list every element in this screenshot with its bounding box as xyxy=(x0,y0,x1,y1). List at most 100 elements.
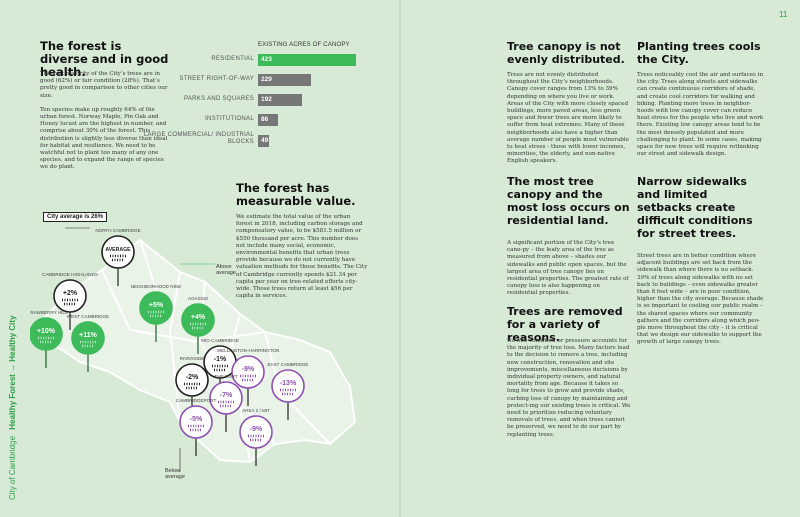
neighborhood-name: MID-CAMBRIDGE xyxy=(201,338,239,343)
tree-crown xyxy=(239,415,273,449)
tree-texture xyxy=(148,310,164,318)
neighborhood-value: +11% xyxy=(79,332,97,339)
paragraph: Trees noticeably cool the air and surfac… xyxy=(637,72,764,158)
neighborhood-name: NORTH CAMBRIDGE xyxy=(95,228,140,233)
neighborhood-name: NEIGHBORHOOD NINE xyxy=(131,284,182,289)
bar-row-1: STREET RIGHT-OF-WAY 229 xyxy=(176,74,376,88)
tree-texture xyxy=(248,434,264,442)
paragraph: Trees are not evenly distributed through… xyxy=(507,72,629,165)
bar-row-2: PARKS AND SQUARES 192 xyxy=(176,94,376,108)
neighborhood-value: -9% xyxy=(242,366,255,373)
paragraph: No one condition or pressure accounts fo… xyxy=(507,338,631,438)
tree-texture xyxy=(110,254,126,262)
tree-removal-heading: Trees are removed for a variety of reaso… xyxy=(507,305,623,344)
side-label-theme: Healthy Forest → Healthy City xyxy=(8,315,17,430)
bar-category-label: PARKS AND SQUARES xyxy=(183,96,254,102)
page-number: 11 xyxy=(779,10,788,19)
residential-loss-heading: The most tree canopy and the most loss o… xyxy=(507,175,630,227)
bar-category-label: INSTITUTIONAL xyxy=(205,116,254,122)
bar-value-label: 423 xyxy=(261,56,272,63)
cooling-text: Trees noticeably cool the air and surfac… xyxy=(637,72,765,165)
neighborhood-tree: +2% CAMBRIDGE HIGHLANDS xyxy=(42,272,98,330)
tree-crown xyxy=(181,303,215,337)
neighborhood-value: +5% xyxy=(149,302,164,309)
neighborhood-value: -2% xyxy=(186,374,199,381)
residential-loss-text: A significant portion of the City’s tree… xyxy=(507,240,631,305)
street-trees-heading: Narrow sidewalks and limited setbacks cr… xyxy=(637,175,753,240)
neighborhood-name: RIVERSIDE xyxy=(180,356,205,361)
neighborhood-value: -7% xyxy=(220,392,233,399)
tree-texture xyxy=(80,340,96,348)
side-label: City of Cambridge Healthy Forest → Healt… xyxy=(8,315,17,500)
bar: 229 xyxy=(258,74,312,86)
below-average-label: Below average xyxy=(165,468,185,480)
bar-value-label: 49 xyxy=(261,137,269,144)
neighborhood-value: AVERAGE xyxy=(105,247,131,253)
bar-row-0: RESIDENTIAL 423 xyxy=(176,54,376,68)
bar: 49 xyxy=(258,135,270,147)
forest-diverse-heading: The forest is diverse and in good health… xyxy=(40,39,169,79)
bar-category-label: LARGE COMMERCIAL/ INDUSTRIAL BLOCKS xyxy=(143,132,254,145)
neighborhood-tree: +4% AGASSIZ xyxy=(181,296,215,354)
neighborhood-value: +4% xyxy=(191,314,206,321)
neighborhood-name: THE PORT xyxy=(214,374,237,379)
side-label-city: City of Cambridge xyxy=(8,435,17,500)
tree-texture xyxy=(240,374,256,382)
neighborhood-value: -1% xyxy=(214,356,227,363)
bar-value-label: 229 xyxy=(261,76,272,83)
neighborhood-value: -9% xyxy=(250,426,263,433)
measurable-value-heading: The forest has measurable value. xyxy=(236,181,356,208)
above-average-label: Above average xyxy=(216,264,236,276)
bar-value-label: 86 xyxy=(261,116,269,123)
neighborhood-value: +10% xyxy=(37,328,56,335)
forest-diverse-text: The vast majority of the City’s trees ar… xyxy=(40,71,172,179)
tree-texture xyxy=(190,322,206,330)
page-gutter xyxy=(399,0,401,517)
tree-texture xyxy=(280,388,296,396)
tree-texture xyxy=(62,298,78,306)
neighborhood-tree: -5% CAMBRIDGEPORT xyxy=(176,398,217,456)
neighborhood-tree: -7% THE PORT xyxy=(209,374,243,432)
measurable-value-text: We estimate the total value of the urban… xyxy=(236,214,368,307)
neighborhood-tree: -13% EAST CAMBRIDGE xyxy=(267,362,309,420)
tree-crown xyxy=(139,291,173,325)
neighborhood-tree: -9% AREA 2 / MIT xyxy=(239,408,273,466)
neighborhood-value: -5% xyxy=(190,416,203,423)
city-average-callout: City average is 26% xyxy=(43,212,108,222)
tree-removal-text: No one condition or pressure accounts fo… xyxy=(507,338,631,446)
paragraph: Ten species make up roughly 64% of the u… xyxy=(40,106,168,171)
neighborhood-name: AGASSIZ xyxy=(188,296,208,301)
neighborhood-value: +2% xyxy=(63,290,78,297)
neighborhood-tree: +11% WEST CAMBRIDGE xyxy=(67,314,109,372)
tree-crown xyxy=(30,317,63,351)
neighborhood-value: -13% xyxy=(280,380,297,387)
tree-crown xyxy=(179,405,213,439)
tree-crown xyxy=(209,381,243,415)
paragraph: We estimate the total value of the urban… xyxy=(236,214,368,300)
tree-texture xyxy=(38,336,54,344)
chart-title: EXISTING ACRES OF CANOPY xyxy=(258,42,350,48)
tree-crown xyxy=(231,355,265,389)
tree-crown xyxy=(271,369,305,403)
bar-category-label: STREET RIGHT-OF-WAY xyxy=(179,76,254,82)
bar: 192 xyxy=(258,94,303,106)
paragraph: Street trees are in better condition whe… xyxy=(637,253,764,346)
neighborhood-tree: AVERAGE NORTH CAMBRIDGE xyxy=(95,228,141,286)
neighborhood-name: CAMBRIDGE HIGHLANDS xyxy=(42,272,98,277)
neighborhood-name: EAST CAMBRIDGE xyxy=(267,362,308,367)
bar-category-label: RESIDENTIAL xyxy=(211,56,254,62)
right-page: 11 Tree canopy is not evenly distributed… xyxy=(401,0,800,517)
paragraph: A significant portion of the City’s tree… xyxy=(507,240,629,297)
neighborhood-name: WEST CAMBRIDGE xyxy=(67,314,109,319)
neighborhood-tree: -2% RIVERSIDE xyxy=(175,356,209,414)
canopy-distribution-text: Trees are not evenly distributed through… xyxy=(507,72,631,173)
tree-crown xyxy=(101,235,135,269)
canopy-distribution-heading: Tree canopy is not evenly distributed. xyxy=(507,40,625,66)
paragraph: The vast majority of the City’s trees ar… xyxy=(40,71,168,99)
neighborhood-map: AVERAGE NORTH CAMBRIDGE +2% CAMBRIDGE HIGHL… xyxy=(30,227,357,472)
tree-crown xyxy=(71,321,105,355)
tree-crown xyxy=(175,363,209,397)
neighborhood-name: CAMBRIDGEPORT xyxy=(176,398,217,403)
neighborhood-name: AREA 2 / MIT xyxy=(242,408,270,413)
neighborhood-name: STRAWBERRY HILL xyxy=(30,310,68,315)
